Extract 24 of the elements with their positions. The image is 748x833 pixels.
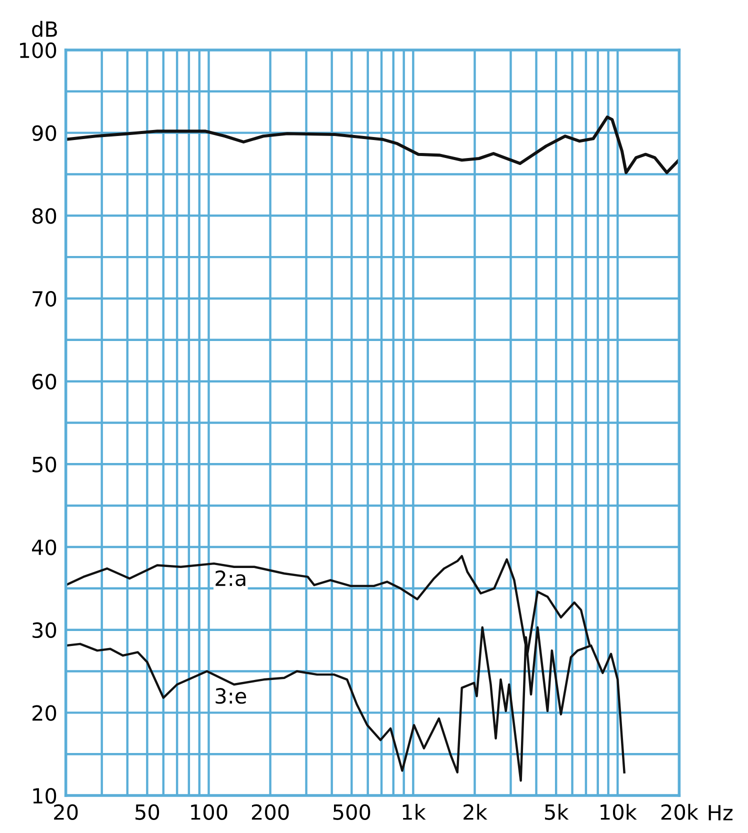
annotation: 2:a [216, 570, 246, 586]
y-tick-label: 90 [32, 125, 56, 142]
y-tick-label: 100 [20, 42, 56, 58]
x-tick-label: 10k [600, 804, 637, 820]
x-tick-label: 200 [252, 804, 289, 820]
x-tick-label: 20k [661, 804, 698, 820]
y-tick-label: 30 [32, 622, 56, 638]
x-tick-label: 20 [54, 804, 78, 820]
x-tick-label: 50 [136, 804, 160, 820]
y-tick-label: 80 [32, 208, 56, 224]
annotation: 3:e [216, 688, 246, 704]
x-tick-label: 5k [545, 804, 569, 820]
x-tick-label: 2k [464, 804, 488, 820]
y-tick-label: 60 [32, 374, 56, 390]
x-tick-label: 100 [191, 804, 228, 820]
x-tick-label: 500 [333, 804, 370, 820]
x-tick-label: 1k [402, 804, 426, 820]
y-tick-label: 10 [33, 788, 56, 804]
y-tick-label: 40 [32, 539, 56, 556]
y-tick-label: 70 [32, 290, 56, 307]
y-tick-label: 50 [32, 456, 56, 472]
y-axis-title: dB [32, 20, 57, 37]
y-tick-label: 20 [32, 705, 56, 721]
x-axis-title: Hz [708, 805, 732, 820]
